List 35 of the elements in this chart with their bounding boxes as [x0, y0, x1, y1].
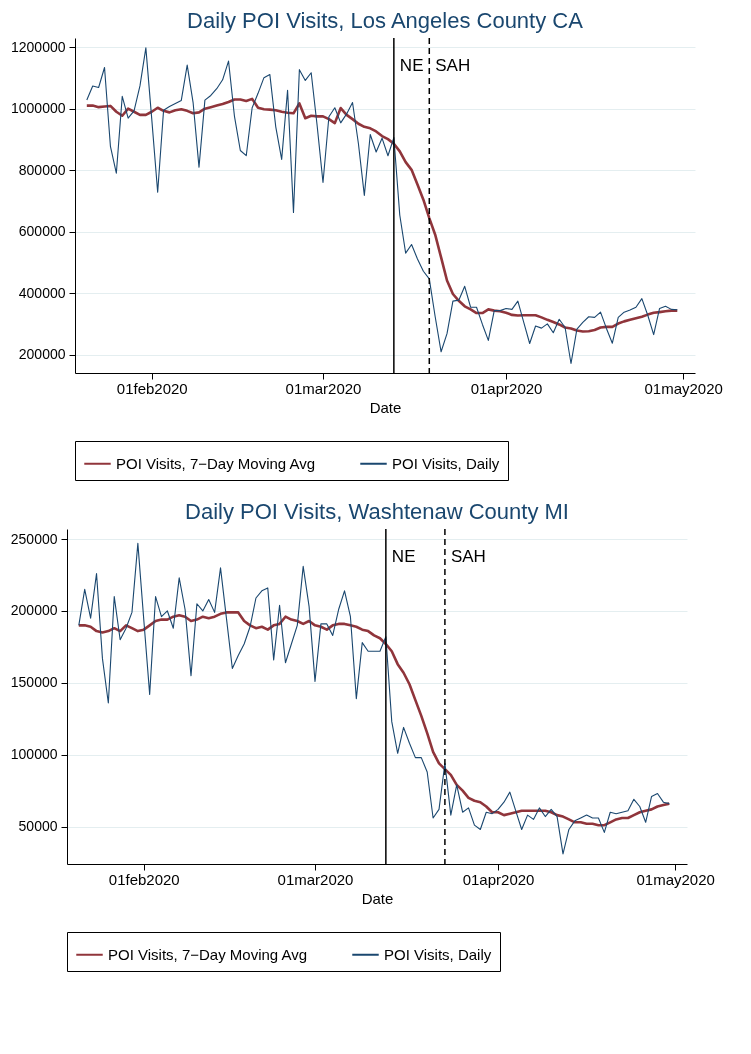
- ref-line-label: NE: [391, 547, 416, 566]
- line-series: [78, 542, 670, 855]
- chart-title: Daily POI Visits, Washtenaw County MI: [185, 499, 569, 525]
- y-tick-label: 200000: [18, 346, 66, 363]
- y-tick-label: 50000: [18, 818, 58, 835]
- legend-label: POI Visits, 7−Day Moving Avg: [108, 945, 308, 963]
- legend-label: POI Visits, Daily: [384, 945, 492, 963]
- x-tick-label: 01may2020: [644, 379, 723, 397]
- y-tick-label: 200000: [10, 602, 58, 619]
- y-tick-label: 1000000: [10, 100, 66, 117]
- x-axis-title: Date: [369, 398, 402, 416]
- ref-line-label: SAH: [435, 56, 471, 75]
- x-tick-label: 01may2020: [636, 870, 715, 888]
- x-tick-label: 01apr2020: [462, 870, 535, 888]
- y-tick-label: 150000: [10, 674, 58, 691]
- x-axis-title: Date: [361, 889, 394, 907]
- y-tick-label: 800000: [18, 161, 66, 178]
- x-tick-label: 01mar2020: [285, 379, 362, 397]
- ref-line-label: SAH: [450, 547, 486, 566]
- ref-line-label: NE: [399, 56, 424, 75]
- legend-label: POI Visits, Daily: [392, 454, 500, 472]
- x-tick-label: 01apr2020: [470, 379, 543, 397]
- line-series: [86, 47, 678, 365]
- y-tick-label: 100000: [10, 746, 58, 763]
- legend-label: POI Visits, 7−Day Moving Avg: [116, 454, 316, 472]
- y-tick-label: 1200000: [10, 38, 66, 55]
- x-tick-label: 01mar2020: [277, 870, 354, 888]
- y-tick-label: 250000: [10, 530, 58, 547]
- line-series: [85, 97, 679, 333]
- x-tick-label: 01feb2020: [108, 870, 180, 888]
- y-tick-label: 600000: [18, 223, 66, 240]
- chart-title: Daily POI Visits, Los Angeles County CA: [187, 8, 584, 34]
- y-tick-label: 400000: [18, 284, 66, 301]
- line-series: [77, 611, 671, 827]
- x-tick-label: 01feb2020: [116, 379, 188, 397]
